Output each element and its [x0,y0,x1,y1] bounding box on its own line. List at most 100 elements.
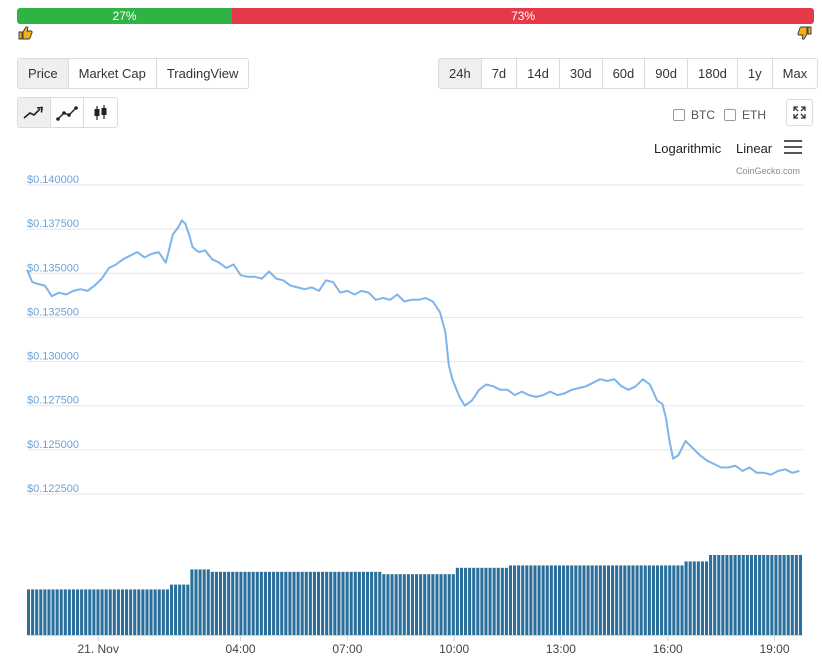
ohlc-line-icon[interactable] [51,98,84,127]
volume-bar [96,589,100,635]
volume-bar [312,571,316,635]
volume-bar [357,571,361,635]
volume-bar [247,571,251,635]
range-7d-button[interactable]: 7d [481,59,518,88]
volume-bar [443,574,447,635]
compare-btc[interactable]: BTC [673,108,715,122]
volume-bar [300,571,304,635]
volume-bar [345,571,349,635]
range-60d-button[interactable]: 60d [602,59,646,88]
price-line [26,219,800,476]
volume-bar [365,571,370,635]
sentiment-up-segment: 27% [17,8,233,24]
y-tick-label: $0.127500 [27,395,79,407]
y-tick-label: $0.140000 [27,174,79,186]
line-chart-icon[interactable] [18,98,51,127]
compare-eth[interactable]: ETH [724,108,766,122]
volume-bar [549,565,553,635]
volume-bar [566,565,570,635]
volume-bar [194,569,198,635]
range-1y-button[interactable]: 1y [737,59,773,88]
volume-bar [435,574,439,635]
volume-bar [112,589,116,635]
volume-bar [308,571,312,635]
volume-bar [92,589,96,635]
volume-bar [647,565,651,635]
y-tick-label: $0.130000 [27,351,79,363]
btc-checkbox[interactable] [673,109,685,121]
volume-bar [521,565,525,635]
volume-bar [602,565,606,635]
volume-bars [27,555,802,635]
volume-bar [88,589,92,635]
volume-bar [255,571,259,635]
chart-menu-icon[interactable] [784,140,802,156]
range-90d-button[interactable]: 90d [645,59,688,88]
volume-bar [700,561,704,635]
x-tick-label: 04:00 [226,642,256,656]
volume-bar [76,589,80,635]
tab-price[interactable]: Price [18,59,69,88]
volume-bar [472,567,476,635]
volume-bar [578,565,582,635]
logarithmic-button[interactable]: Logarithmic [654,141,722,156]
y-tick-label: $0.137500 [27,218,79,230]
volume-bar [778,555,782,635]
volume-bar [402,574,406,635]
y-tick-label: $0.122500 [27,483,79,495]
volume-bar [553,565,557,635]
volume-bar [721,555,725,635]
x-tick-label: 07:00 [332,642,362,656]
volume-bar [688,561,692,635]
volume-bar [129,589,133,635]
volume-bar [27,589,31,635]
volume-bar [660,565,664,635]
volume-bar [794,555,798,635]
thumbs-up-icon[interactable] [17,25,33,41]
volume-bar [464,567,468,635]
volume-bar [133,589,137,635]
volume-bar [120,589,125,635]
volume-bar [100,589,104,635]
volume-bar [725,555,729,635]
volume-bar [586,565,590,635]
range-max-button[interactable]: Max [772,59,818,88]
volume-bar [496,567,500,635]
volume-bar [63,589,67,635]
volume-bar [664,565,668,635]
expand-icon[interactable] [786,99,813,126]
range-24h-button[interactable]: 24h [439,59,482,88]
y-axis-labels: $0.140000 $0.137500 $0.135000 $0.132500 $0.1… [27,174,79,495]
volume-bar [713,555,717,635]
volume-bar [316,571,321,635]
range-180d-button[interactable]: 180d [687,59,738,88]
volume-bar [455,567,459,635]
tab-market-cap[interactable]: Market Cap [68,59,157,88]
volume-bar [415,574,419,635]
x-tick-label: 21. Nov [78,642,119,656]
tab-tradingview[interactable]: TradingView [156,59,249,88]
volume-bar [325,571,329,635]
linear-button[interactable]: Linear [736,141,773,156]
volume-bar [141,589,145,635]
candlestick-icon[interactable] [84,98,117,127]
eth-checkbox[interactable] [724,109,736,121]
volume-bar [382,574,386,635]
range-30d-button[interactable]: 30d [559,59,603,88]
volume-bar [508,565,513,635]
volume-bar [447,574,451,635]
x-tick-label: 10:00 [439,642,469,656]
thumbs-down-icon[interactable] [797,25,813,41]
volume-bar [680,565,684,635]
volume-bar [386,574,390,635]
volume-bar [174,584,178,635]
volume-bar [574,565,578,635]
volume-bar [202,569,206,635]
volume-bar [169,584,174,635]
volume-bar [762,555,766,635]
range-14d-button[interactable]: 14d [517,59,560,88]
volume-bar [798,555,802,635]
volume-bar [619,565,623,635]
volume-bar [263,571,267,635]
